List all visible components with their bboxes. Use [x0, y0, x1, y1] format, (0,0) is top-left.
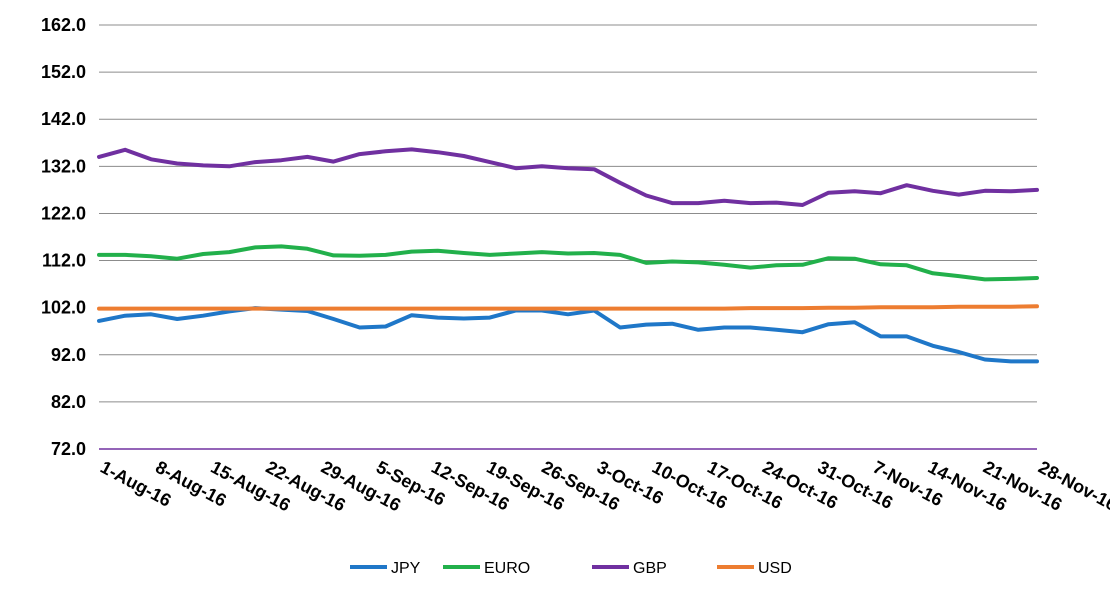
- y-tick-label: 112.0: [42, 251, 86, 271]
- y-tick-label: 122.0: [41, 203, 86, 223]
- series-line-jpy: [97, 306, 1039, 364]
- y-tick-label: 132.0: [41, 156, 86, 176]
- y-tick-label: 72.0: [51, 439, 86, 459]
- y-axis-ticks: 162.0 152.0 142.0 132.0 122.0 112.0 102.0 92.0 8…: [41, 15, 86, 459]
- series-line-euro: [97, 244, 1039, 282]
- legend-label-jpy: JPY: [391, 560, 421, 577]
- series-lines: [97, 147, 1039, 364]
- series-line-gbp: [97, 147, 1039, 207]
- y-tick-label: 82.0: [51, 392, 86, 412]
- legend-label-gbp: GBP: [633, 560, 667, 577]
- series-line-usd: [97, 304, 1039, 311]
- y-tick-label: 142.0: [41, 109, 86, 129]
- y-tick-label: 92.0: [51, 345, 86, 365]
- legend: JPY EURO GBP USD: [350, 560, 792, 577]
- gridlines: [99, 24, 1037, 450]
- y-tick-label: 162.0: [41, 15, 86, 35]
- x-axis-ticks: 1-Aug-168-Aug-1615-Aug-1622-Aug-1629-Aug…: [97, 457, 1110, 516]
- y-tick-label: 102.0: [41, 298, 86, 318]
- legend-label-euro: EURO: [484, 560, 530, 577]
- y-tick-label: 152.0: [41, 62, 86, 82]
- legend-label-usd: USD: [758, 560, 792, 577]
